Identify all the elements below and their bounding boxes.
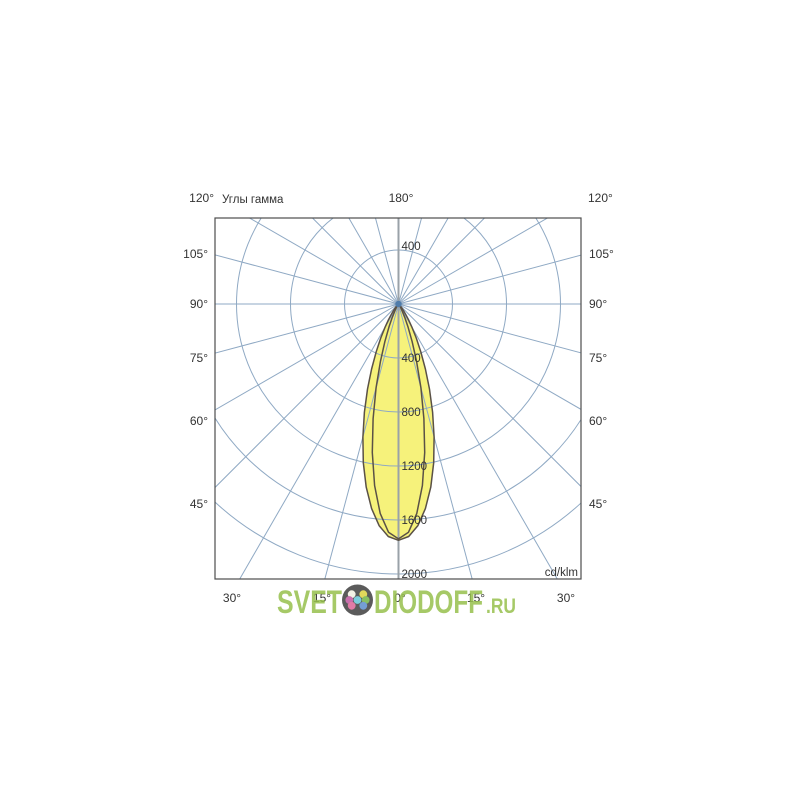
grid-radial-315: [215, 303, 399, 489]
gamma-tick-bottom-3: 15°: [467, 591, 485, 605]
watermark-text-ru: .RU: [486, 595, 516, 618]
gamma-tick-left-90°: 90°: [190, 297, 208, 311]
grid-radial-210: [348, 218, 399, 305]
gamma-tick-left-75°: 75°: [190, 351, 208, 365]
grid-radial-300: [215, 303, 399, 411]
watermark-text-svet: SVET: [277, 584, 342, 620]
beam-curve-wide-outline: [362, 303, 435, 542]
ring-label-top-400: 400: [402, 241, 421, 253]
grid-radial-15: [398, 303, 473, 579]
gamma-tick-left-105°: 105°: [183, 247, 208, 261]
plot-border: [214, 217, 582, 580]
ring-label-1600: 1600: [402, 515, 428, 527]
gamma-tick-right-105°: 105°: [589, 247, 614, 261]
gamma-tick-bottom-0: 30°: [223, 591, 241, 605]
polar-grid-layer: [215, 218, 581, 579]
gamma-tick-top-left: 120°: [189, 191, 214, 205]
logo-dot-bottom_left: [347, 601, 356, 610]
gamma-tick-left-60°: 60°: [190, 414, 208, 428]
grid-radial-285: [215, 303, 399, 354]
grid-radial-150: [398, 218, 449, 305]
gamma-tick-right-90°: 90°: [589, 297, 607, 311]
gamma-tick-right-60°: 60°: [589, 414, 607, 428]
grid-radial-135: [398, 218, 486, 305]
grid-radial-195: [374, 218, 399, 305]
ring-label-400: 400: [402, 353, 421, 365]
grid-radial-330: [239, 303, 399, 579]
watermark: SVET DIODOFF .RU: [277, 584, 516, 620]
curves-and-labels-layer: 400 400 800 1200 1600 2000 105° 105° 90° 90° 75° 75…: [183, 191, 614, 605]
grid-radial-240: [248, 218, 399, 305]
gamma-tick-right-75°: 75°: [589, 351, 607, 365]
logo-dot-center: [353, 596, 362, 604]
grid-radial-30: [398, 303, 558, 579]
gamma-tick-bottom-4: 30°: [557, 591, 575, 605]
beam-curve-narrow-outline: [371, 303, 426, 540]
gamma-tick-left-45°: 45°: [190, 497, 208, 511]
gamma-tick-bottom-1: 15°: [313, 591, 331, 605]
logo-dot-bottom_right: [359, 601, 368, 610]
gamma-tick-right-45°: 45°: [589, 497, 607, 511]
axis-title: Углы гамма: [222, 194, 284, 206]
center-dot: [395, 300, 402, 308]
ring-label-800: 800: [402, 407, 421, 419]
watermark-text-diodoff: DIODOFF: [374, 584, 483, 620]
grid-radial-165: [398, 218, 423, 305]
grid-radial-45: [398, 303, 581, 488]
ring-label-1200: 1200: [402, 461, 428, 473]
watermark-logo-icon: [342, 584, 373, 616]
grid-radial-120: [398, 218, 549, 305]
gamma-tick-bottom-2: 0°: [394, 591, 406, 605]
gamma-tick-top-center: 180°: [389, 191, 414, 205]
grid-radial-60: [398, 303, 581, 410]
unit-label: cd/klm: [545, 567, 578, 579]
grid-radial-225: [311, 218, 399, 305]
grid-radial-255: [215, 254, 399, 305]
ring-label-2000: 2000: [402, 569, 428, 581]
gamma-tick-top-right: 120°: [588, 191, 613, 205]
grid-radial-345: [324, 303, 399, 579]
grid-radial-105: [398, 254, 581, 305]
grid-radial-75: [398, 303, 581, 354]
